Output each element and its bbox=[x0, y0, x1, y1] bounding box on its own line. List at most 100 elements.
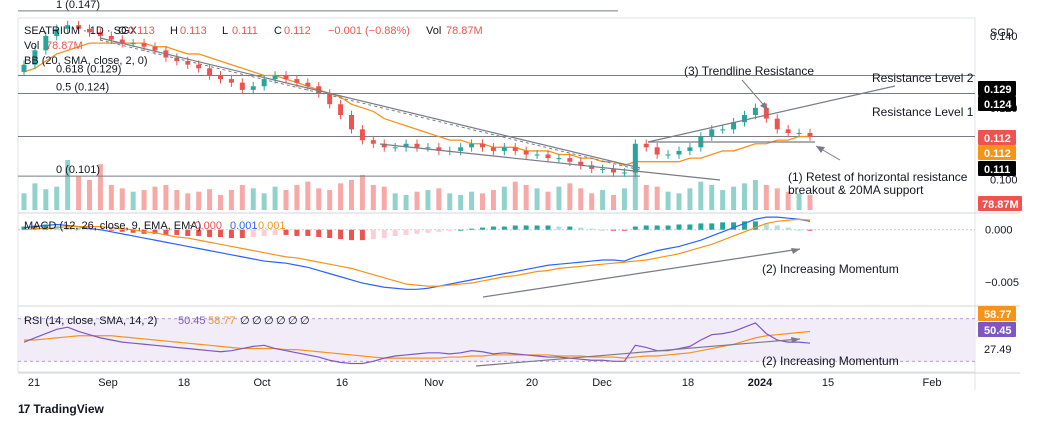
candle[interactable] bbox=[774, 118, 780, 130]
candle[interactable] bbox=[414, 143, 420, 148]
candle[interactable] bbox=[469, 143, 475, 148]
candle[interactable] bbox=[218, 75, 223, 80]
volume-bar bbox=[665, 191, 671, 210]
time-axis-tick: 18 bbox=[682, 377, 694, 389]
candle[interactable] bbox=[796, 132, 802, 134]
candle[interactable] bbox=[512, 147, 518, 151]
candle[interactable] bbox=[119, 39, 125, 44]
candle[interactable] bbox=[65, 25, 71, 29]
candle[interactable] bbox=[349, 115, 354, 130]
macd-legend-value: 0.001 bbox=[230, 220, 258, 232]
volume-badge-label: 78.87M bbox=[982, 199, 1019, 211]
candle[interactable] bbox=[556, 158, 562, 160]
candle[interactable] bbox=[665, 154, 671, 156]
volume-bar bbox=[752, 180, 758, 210]
candle[interactable] bbox=[742, 115, 747, 123]
candle[interactable] bbox=[752, 107, 758, 115]
candle[interactable] bbox=[687, 147, 693, 151]
candle[interactable] bbox=[185, 61, 191, 65]
candle[interactable] bbox=[152, 46, 158, 51]
candle[interactable] bbox=[589, 165, 595, 169]
macd-histogram-bar bbox=[294, 229, 300, 236]
candle[interactable] bbox=[720, 129, 726, 131]
candle[interactable] bbox=[567, 158, 573, 162]
candle[interactable] bbox=[731, 122, 737, 130]
volume-bar bbox=[469, 191, 475, 210]
candle[interactable] bbox=[305, 82, 311, 87]
candle[interactable] bbox=[490, 147, 496, 151]
macd-histogram-bar bbox=[414, 229, 420, 234]
volume-bar bbox=[370, 185, 376, 210]
candle[interactable] bbox=[87, 28, 92, 33]
volume-bar bbox=[807, 195, 813, 210]
candle[interactable] bbox=[534, 154, 540, 156]
candle[interactable] bbox=[43, 35, 49, 51]
tradingview-brand[interactable]: 17 TradingView bbox=[18, 402, 104, 416]
candle[interactable] bbox=[654, 147, 660, 155]
candle[interactable] bbox=[32, 50, 38, 65]
volume-bar bbox=[654, 186, 660, 210]
candle[interactable] bbox=[425, 147, 431, 149]
candle[interactable] bbox=[632, 143, 638, 173]
candle[interactable] bbox=[370, 140, 376, 144]
candle[interactable] bbox=[381, 143, 387, 148]
ohlc-value: 78.87M bbox=[446, 25, 483, 37]
candle[interactable] bbox=[436, 147, 442, 151]
candle[interactable] bbox=[174, 57, 180, 62]
candle[interactable] bbox=[207, 68, 213, 76]
volume-bar bbox=[414, 191, 420, 210]
volume-bar bbox=[261, 193, 267, 210]
time-axis-tick: 15 bbox=[822, 377, 834, 389]
candle[interactable] bbox=[272, 75, 278, 80]
macd-signal-line bbox=[23, 218, 811, 287]
candle[interactable] bbox=[709, 129, 715, 137]
candle[interactable] bbox=[196, 64, 202, 69]
candle[interactable] bbox=[763, 107, 769, 119]
candle[interactable] bbox=[250, 86, 256, 90]
volume-bar bbox=[239, 185, 245, 210]
candle[interactable] bbox=[76, 25, 82, 29]
candle[interactable] bbox=[21, 64, 27, 72]
candle[interactable] bbox=[807, 132, 813, 137]
candle[interactable] bbox=[785, 129, 791, 133]
candle[interactable] bbox=[578, 161, 584, 166]
candle[interactable] bbox=[283, 75, 289, 80]
channel-lower-line bbox=[379, 143, 721, 181]
macd-histogram-bar bbox=[239, 229, 245, 239]
candle[interactable] bbox=[600, 168, 606, 170]
candle[interactable] bbox=[228, 79, 234, 83]
candle[interactable] bbox=[97, 32, 103, 36]
candle[interactable] bbox=[359, 129, 365, 141]
price-badge bbox=[978, 161, 1016, 176]
candle[interactable] bbox=[643, 143, 649, 148]
candle[interactable] bbox=[338, 104, 344, 115]
candle[interactable] bbox=[108, 35, 114, 40]
ohlc-value: 0.111 bbox=[232, 25, 258, 37]
volume-bar bbox=[228, 190, 234, 210]
volume-bar bbox=[207, 189, 213, 210]
macd-histogram-bar bbox=[338, 229, 344, 240]
candle[interactable] bbox=[239, 82, 245, 90]
candle[interactable] bbox=[501, 147, 507, 151]
macd-momentum-line bbox=[482, 248, 801, 298]
candle[interactable] bbox=[523, 150, 529, 155]
candle[interactable] bbox=[294, 79, 300, 83]
candle[interactable] bbox=[480, 143, 485, 148]
downtrend-line bbox=[99, 37, 641, 169]
candle[interactable] bbox=[54, 28, 60, 36]
candle[interactable] bbox=[545, 154, 551, 159]
time-axis-tick: 2024 bbox=[748, 377, 773, 389]
candle[interactable] bbox=[141, 43, 147, 47]
macd-histogram-bar bbox=[643, 225, 649, 230]
candle[interactable] bbox=[392, 147, 398, 149]
candle[interactable] bbox=[621, 172, 627, 174]
candle[interactable] bbox=[327, 93, 333, 105]
candle[interactable] bbox=[261, 79, 267, 87]
candle[interactable] bbox=[403, 143, 409, 148]
candle[interactable] bbox=[611, 168, 616, 173]
candle[interactable] bbox=[316, 86, 322, 94]
candle[interactable] bbox=[458, 147, 464, 151]
candle[interactable] bbox=[130, 43, 136, 45]
candle[interactable] bbox=[676, 150, 682, 155]
